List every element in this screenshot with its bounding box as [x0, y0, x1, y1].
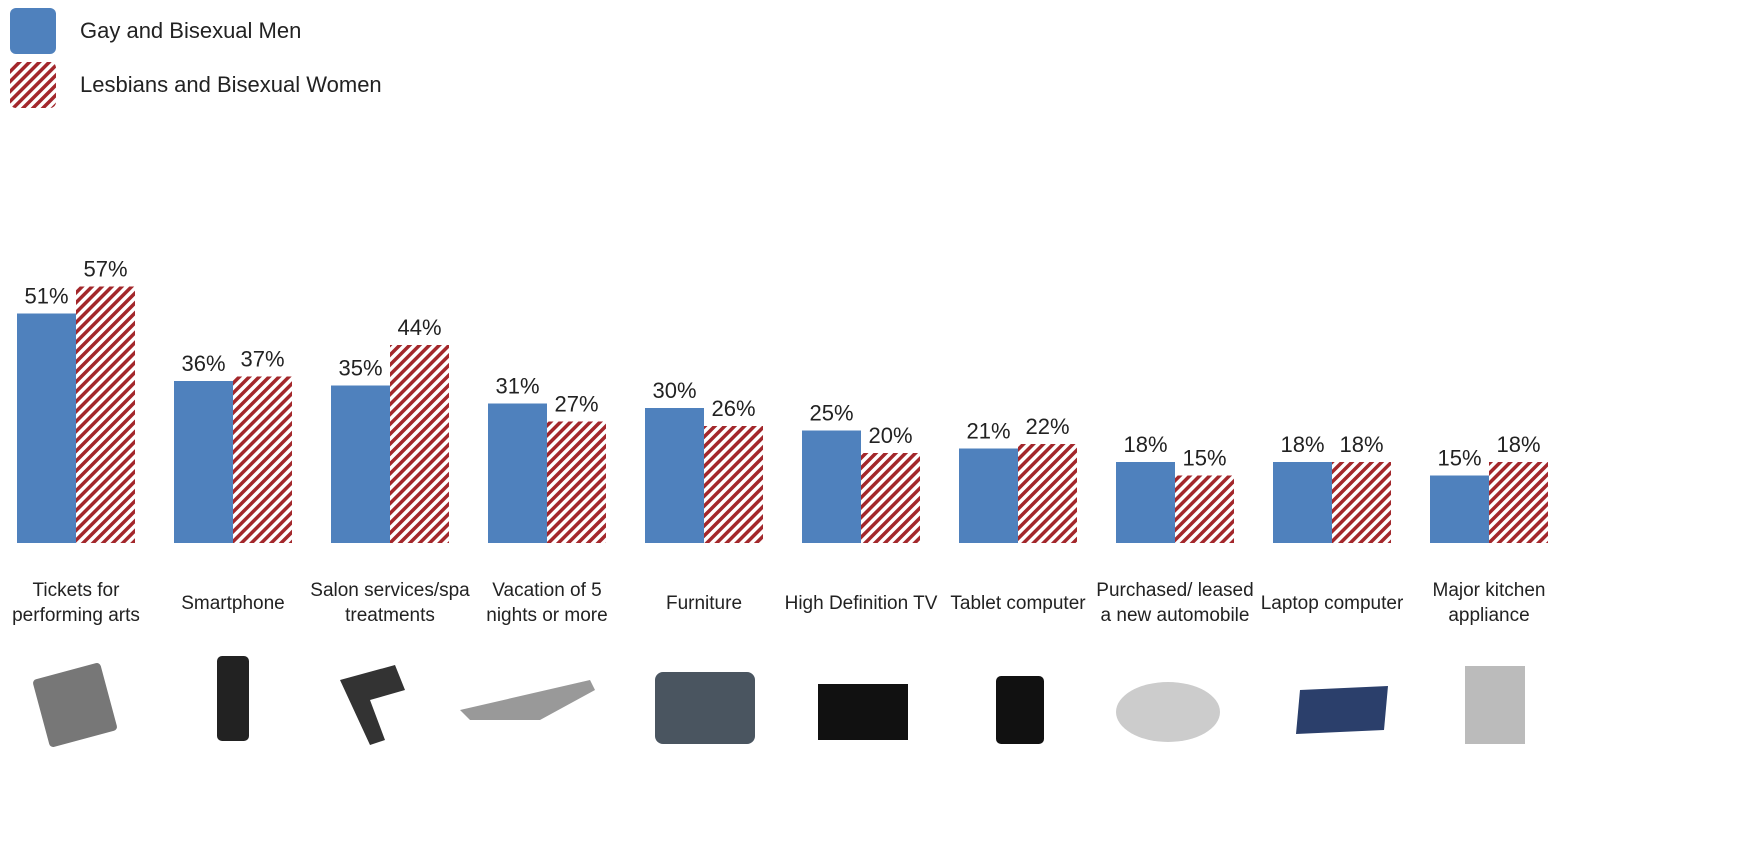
plane-icon	[460, 680, 595, 720]
bar	[390, 345, 449, 543]
value-label: 27%	[554, 391, 598, 416]
value-label: 44%	[397, 315, 441, 340]
bar	[645, 408, 704, 543]
bar	[17, 313, 76, 543]
value-label: 37%	[240, 346, 284, 371]
x-tick-label: High Definition TV	[784, 592, 938, 614]
bar	[174, 381, 233, 543]
bar	[1018, 444, 1077, 543]
bar	[331, 385, 390, 543]
dryer-icon	[340, 665, 405, 745]
value-label: 26%	[711, 396, 755, 421]
x-tick-label: Laptop computer	[1260, 592, 1404, 614]
value-label: 15%	[1437, 445, 1481, 470]
x-tick-label: Smartphone	[181, 592, 285, 614]
bar	[233, 376, 292, 543]
laptop-icon	[1296, 686, 1388, 734]
value-label: 18%	[1496, 432, 1540, 457]
x-tick-label: Salon services/spa treatments	[310, 580, 470, 626]
legend-label: Gay and Bisexual Men	[80, 18, 301, 43]
chair-icon	[655, 672, 755, 744]
value-label: 25%	[809, 400, 853, 425]
legend-swatch	[10, 62, 56, 108]
x-tick-label: Vacation of 5 nights or more	[486, 580, 608, 626]
x-tick-label: Tickets for performing arts	[12, 580, 140, 626]
bar	[1430, 475, 1489, 543]
bar	[76, 286, 135, 543]
bar	[802, 430, 861, 543]
value-label: 31%	[495, 373, 539, 398]
car-icon	[1116, 682, 1220, 742]
value-label: 57%	[83, 256, 127, 281]
value-label: 18%	[1339, 432, 1383, 457]
value-label: 35%	[338, 355, 382, 380]
value-label: 36%	[181, 351, 225, 376]
x-tick-label: Purchased/ leased a new automobile	[1096, 580, 1254, 626]
value-label: 15%	[1182, 445, 1226, 470]
bar	[704, 426, 763, 543]
bar	[1332, 462, 1391, 543]
value-label: 18%	[1280, 432, 1324, 457]
value-label: 30%	[652, 378, 696, 403]
bar	[547, 421, 606, 543]
oven-icon	[1465, 666, 1525, 744]
value-label: 18%	[1123, 432, 1167, 457]
phone-icon	[217, 656, 249, 741]
x-tick-label: Tablet computer	[950, 592, 1086, 614]
tv-icon	[818, 684, 908, 740]
bar	[861, 453, 920, 543]
legend-label: Lesbians and Bisexual Women	[80, 72, 382, 97]
legend-swatch	[10, 8, 56, 54]
x-tick-label: Major kitchen appliance	[1432, 580, 1546, 626]
value-label: 21%	[966, 418, 1010, 443]
value-label: 22%	[1025, 414, 1069, 439]
x-tick-label: Furniture	[665, 592, 743, 614]
icons	[33, 656, 1525, 747]
tablet-icon	[996, 676, 1044, 744]
bar	[1489, 462, 1548, 543]
value-label: 20%	[868, 423, 912, 448]
value-label: 51%	[24, 283, 68, 308]
bar	[1175, 475, 1234, 543]
bar	[959, 448, 1018, 543]
bar	[1273, 462, 1332, 543]
ticket-icon	[33, 663, 117, 747]
bar	[488, 403, 547, 543]
bar	[1116, 462, 1175, 543]
